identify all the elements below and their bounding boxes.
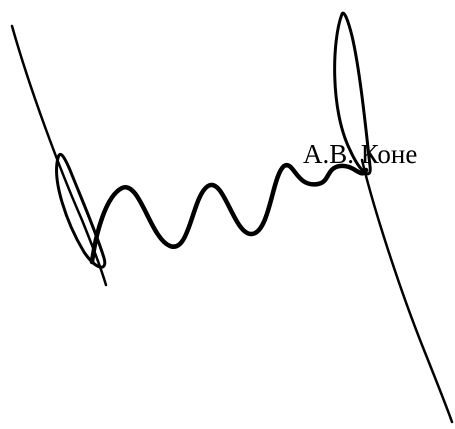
- signature-right-descending-stroke: [360, 158, 454, 424]
- signature-left-loop: [55, 153, 107, 269]
- signature-wave-stroke: [89, 162, 369, 265]
- signature-left-diagonal-stroke: [10, 24, 108, 287]
- signature-right-loop: [333, 11, 372, 176]
- signer-name: А.В. Коне: [303, 139, 418, 169]
